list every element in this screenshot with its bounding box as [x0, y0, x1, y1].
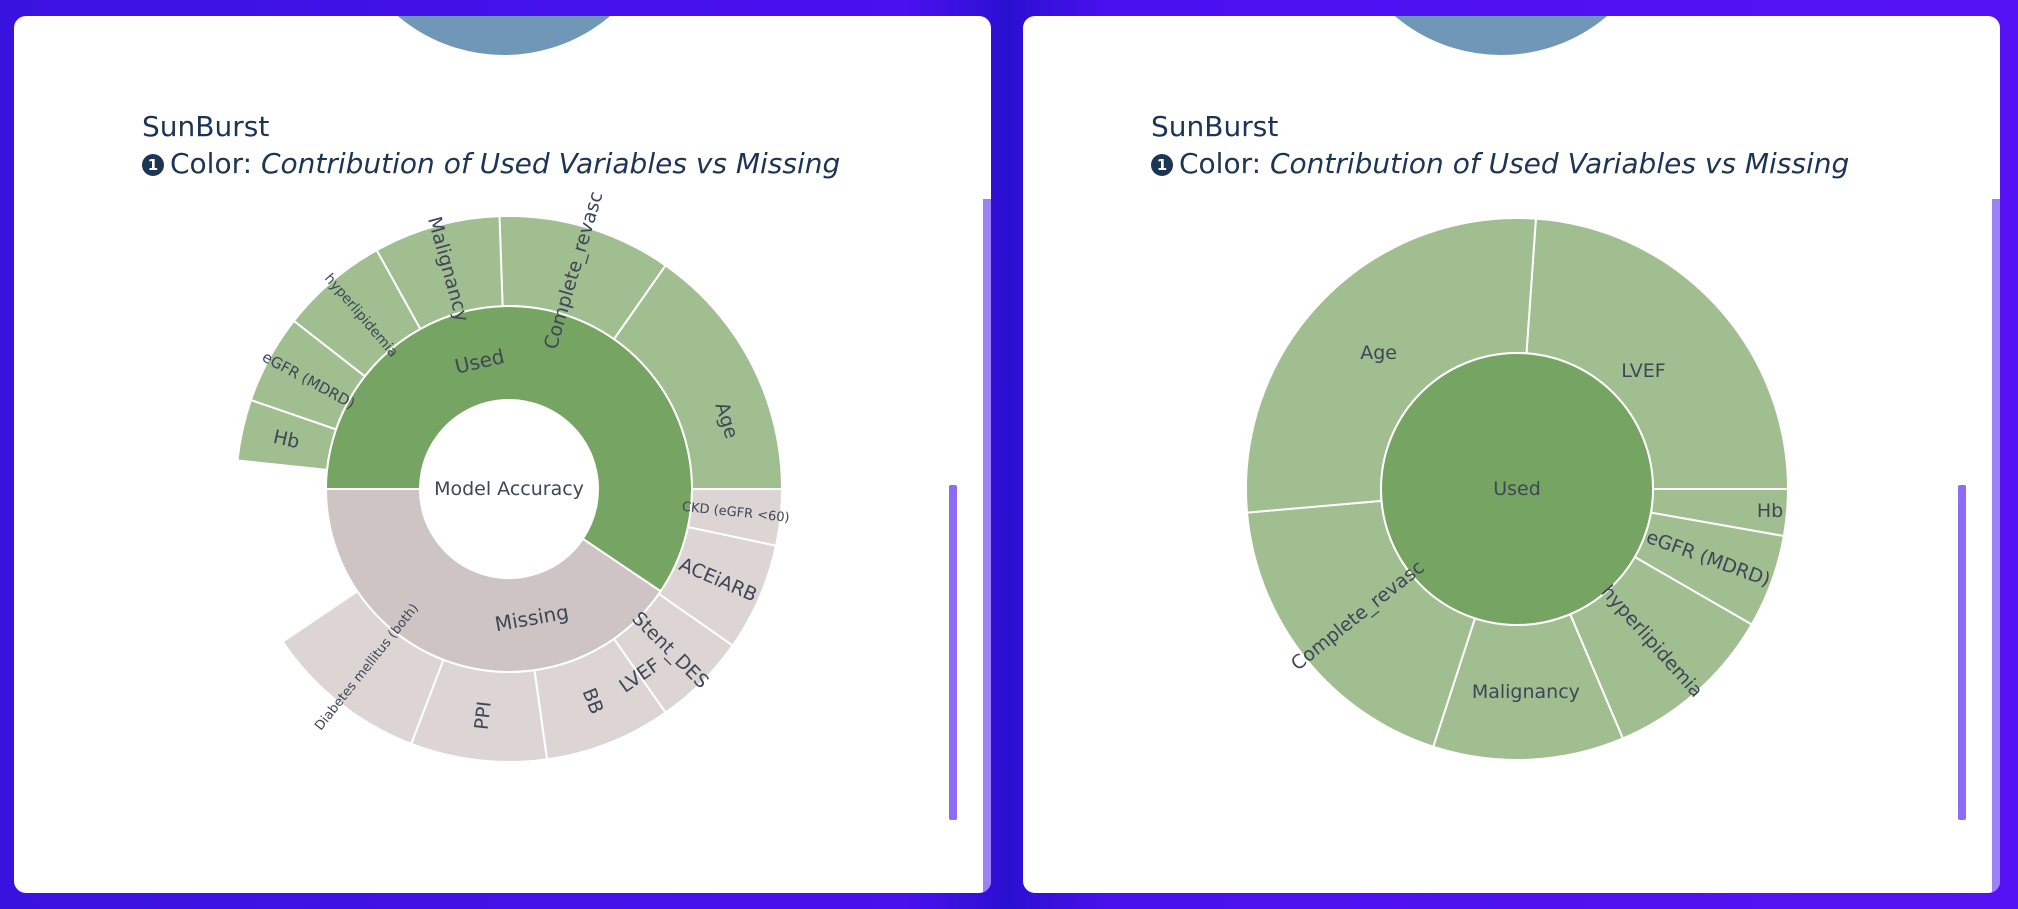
- top-partial-chart: [394, 16, 614, 57]
- sunburst-arcs: [1245, 217, 1790, 761]
- chart-header: SunBurst 1 Color: Contribution of Used Va…: [1151, 110, 1849, 182]
- sunburst-panel-right: Used LVEF Hb eGFR (MDRD) hyperlipidemia Malig…: [1023, 16, 2000, 893]
- outer-label-lvef: LVEF: [1621, 360, 1665, 382]
- sunburst-panel-left: Model Accuracy Used Missing LVEF Age Complete…: [14, 16, 991, 893]
- color-prefix: Color:: [170, 147, 253, 180]
- color-metric: Contribution of Used Variables vs Missin…: [260, 147, 841, 180]
- sunburst-chart-left: Model AccuracyUsedMissingLVEFAgeComplete…: [236, 16, 790, 764]
- color-prefix: Color:: [1179, 147, 1262, 180]
- slice-used[interactable]: [1380, 352, 1654, 626]
- slice-complete-revasc[interactable]: [498, 215, 667, 341]
- scrollbar-thumb[interactable]: [1958, 485, 1966, 820]
- top-partial-chart: [1391, 16, 1611, 57]
- panel-edge-bar: [1992, 199, 2000, 893]
- chart-title: SunBurst: [142, 110, 270, 143]
- slice-hb[interactable]: [236, 398, 338, 471]
- top-chart-slice: [394, 16, 614, 57]
- number-one-icon: 1: [1151, 154, 1173, 176]
- outer-label-hb: Hb: [1757, 500, 1783, 522]
- center-label: Model Accuracy: [434, 478, 584, 500]
- chart-subtitle: 1 Color: Contribution of Used Variables v…: [142, 146, 840, 182]
- chart-header: SunBurst 1 Color: Contribution of Used Va…: [142, 110, 840, 182]
- slice-diabetes-mellitus-both[interactable]: [281, 589, 445, 746]
- center-label: Used: [1493, 478, 1541, 500]
- slice-malignancy[interactable]: [375, 215, 504, 331]
- panel-edge-bar: [983, 199, 991, 893]
- slice-egfr-mdrd[interactable]: [249, 319, 367, 431]
- top-chart-slice: [1391, 16, 1611, 57]
- outer-label-malignancy: Malignancy: [1472, 681, 1580, 703]
- chart-title: SunBurst: [1151, 110, 1279, 143]
- number-one-icon: 1: [142, 154, 164, 176]
- scrollbar-thumb[interactable]: [949, 485, 957, 820]
- color-metric: Contribution of Used Variables vs Missin…: [1269, 147, 1850, 180]
- outer-label-age: Age: [1360, 342, 1397, 364]
- center-hole[interactable]: [420, 400, 598, 578]
- outer-label-ppi: PPI: [471, 700, 496, 731]
- sunburst-arcs: [236, 215, 784, 764]
- chart-subtitle: 1 Color: Contribution of Used Variables v…: [1151, 146, 1849, 182]
